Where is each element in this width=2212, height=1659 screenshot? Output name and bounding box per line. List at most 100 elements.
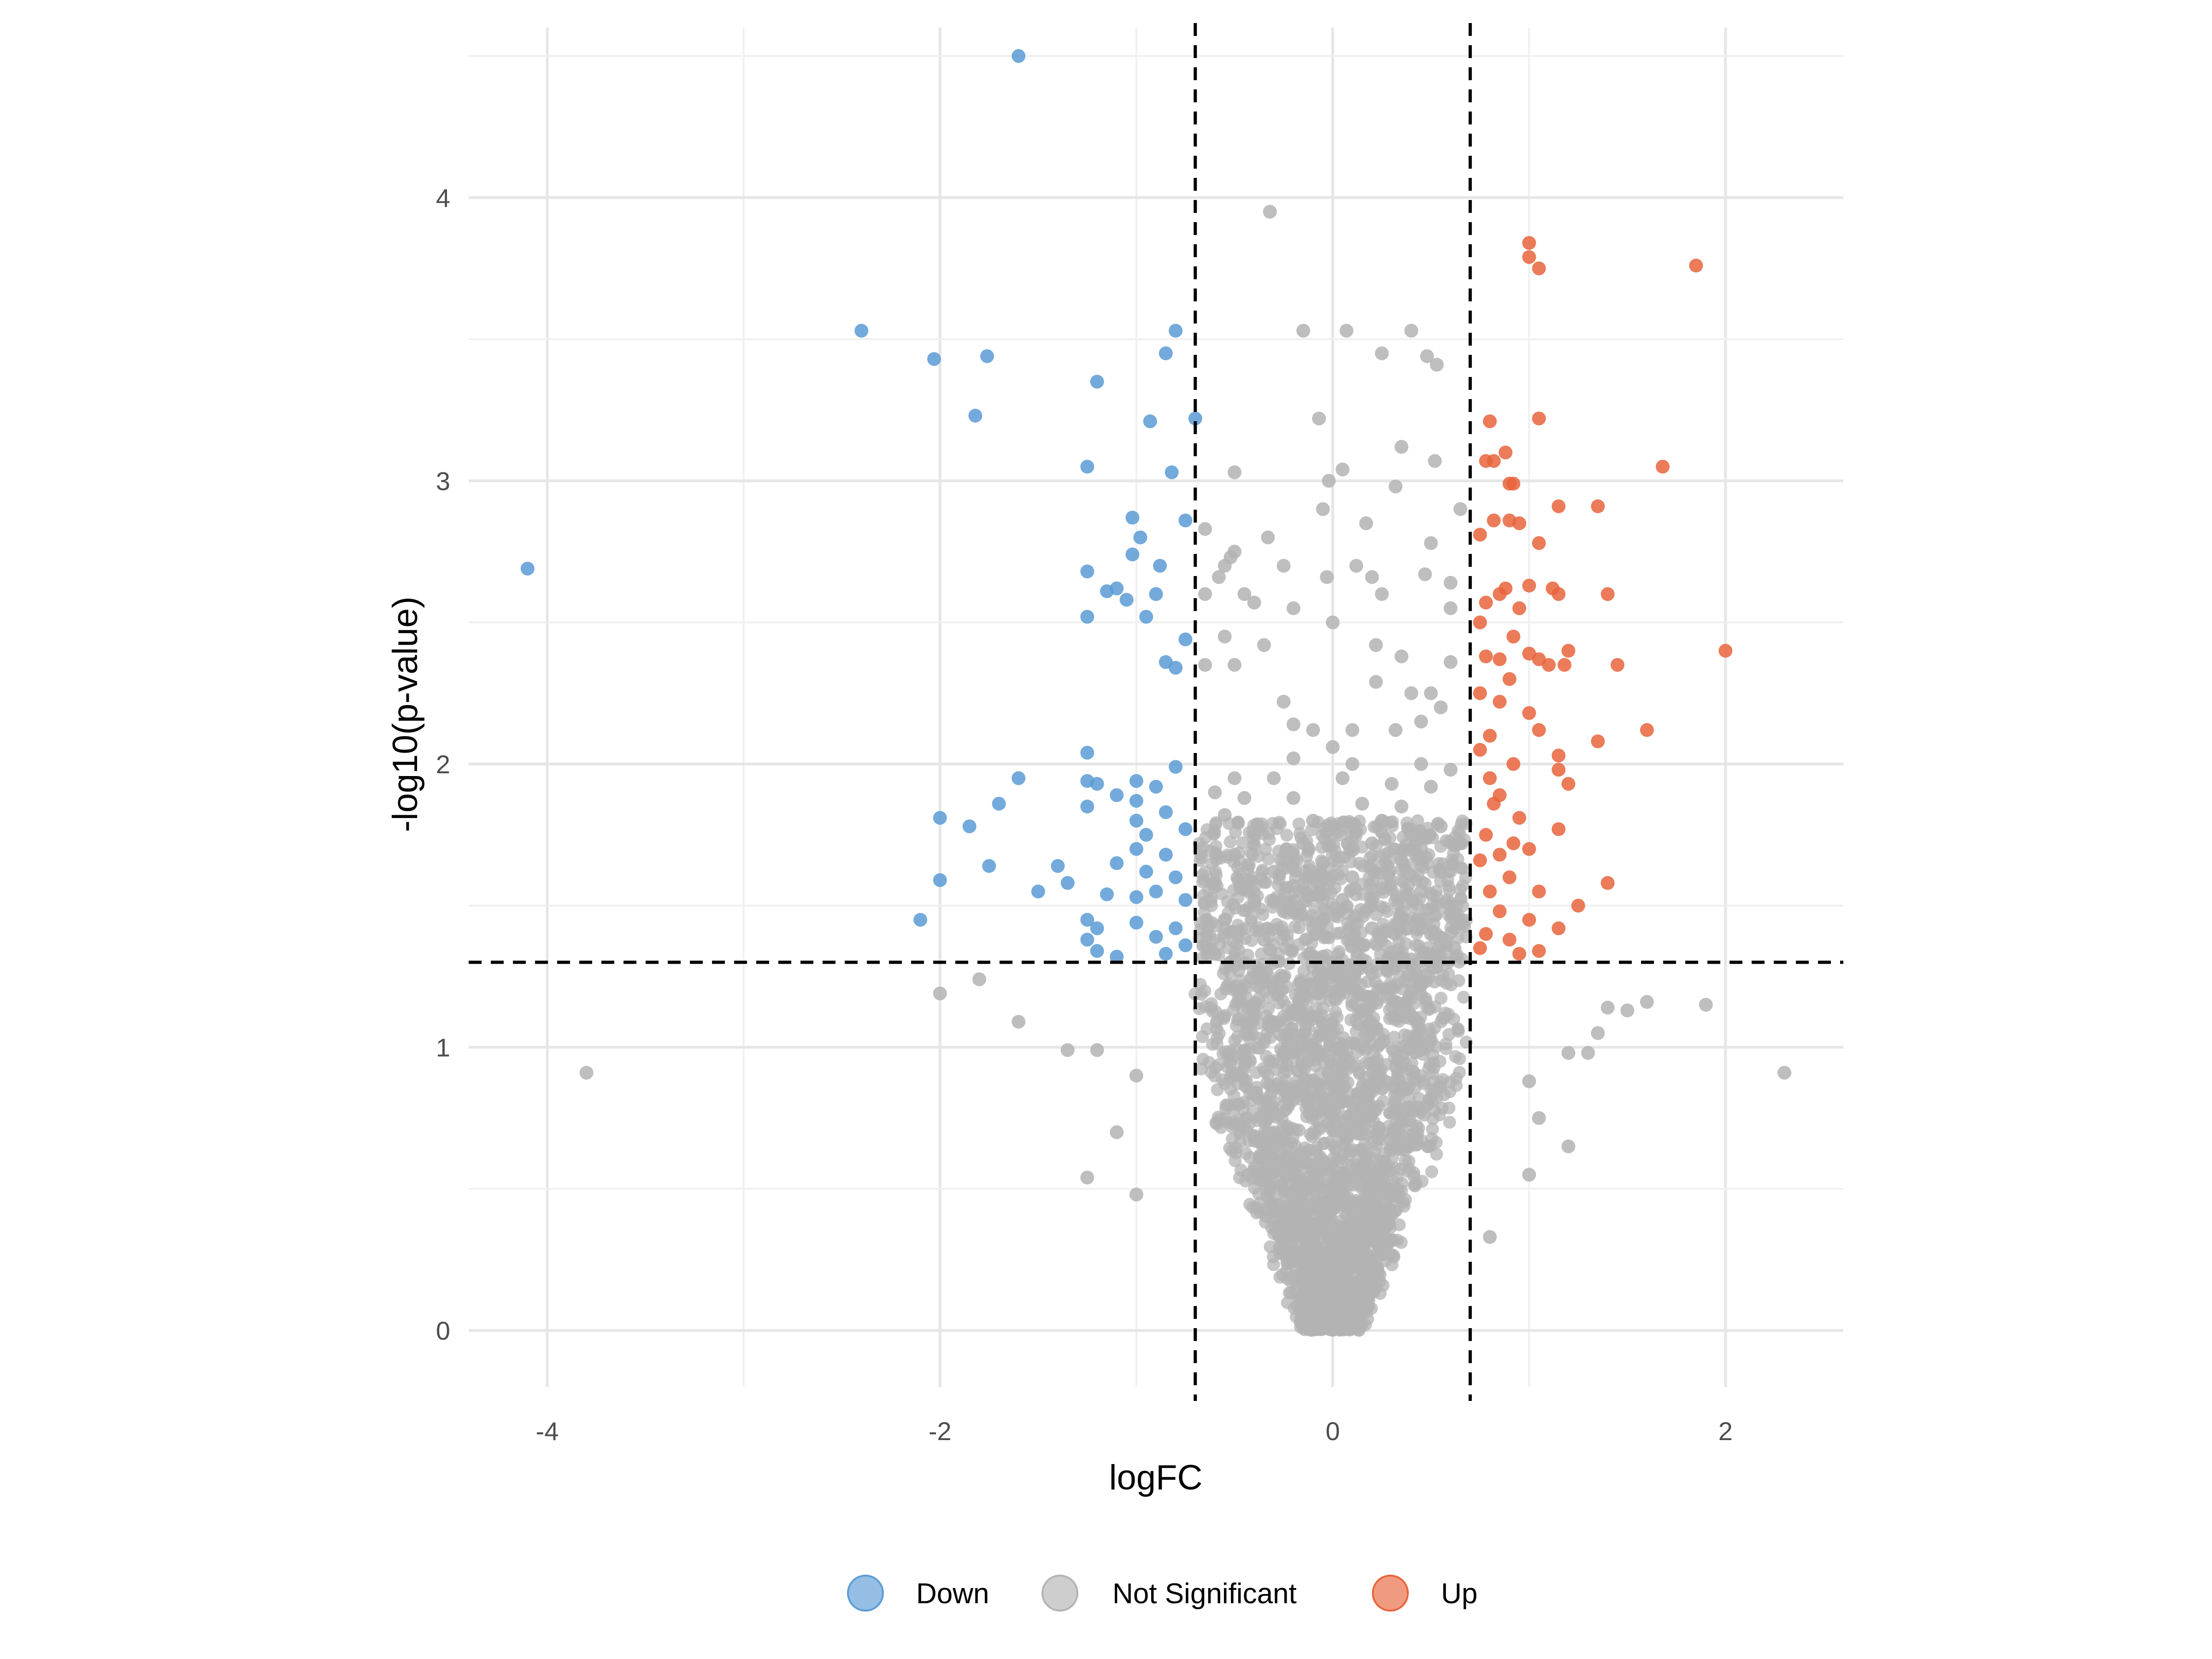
point-not-significant: [1408, 996, 1421, 1010]
point-not-significant: [1457, 991, 1470, 1004]
point-down: [1139, 828, 1153, 842]
point-not-significant: [1345, 757, 1359, 771]
point-not-significant: [1249, 924, 1262, 937]
point-up: [1512, 811, 1526, 825]
point-not-significant: [1295, 1299, 1308, 1312]
point-up: [1512, 516, 1526, 530]
point-not-significant: [1433, 936, 1446, 949]
point-up: [1640, 723, 1654, 737]
point-up: [1532, 261, 1546, 276]
point-not-significant: [1110, 1125, 1124, 1139]
point-up: [1552, 763, 1566, 777]
point-up: [1522, 236, 1536, 250]
point-not-significant: [1434, 700, 1448, 714]
point-not-significant: [1404, 324, 1418, 338]
point-not-significant: [1366, 893, 1380, 906]
point-not-significant: [1414, 757, 1428, 771]
legend-label-not-significant: Not Significant: [1112, 1578, 1297, 1610]
point-not-significant: [1129, 1188, 1143, 1202]
point-not-significant: [1209, 818, 1223, 831]
point-not-significant: [1354, 903, 1367, 916]
point-not-significant: [1295, 1055, 1309, 1069]
point-up: [1487, 796, 1501, 811]
point-not-significant: [1420, 975, 1433, 988]
point-not-significant: [1320, 920, 1334, 933]
point-not-significant: [1522, 1168, 1536, 1182]
point-not-significant: [1198, 658, 1212, 672]
point-not-significant: [1396, 876, 1410, 889]
point-not-significant: [1394, 853, 1409, 867]
point-down: [1090, 944, 1104, 958]
point-not-significant: [1230, 1068, 1243, 1081]
point-not-significant: [1384, 1247, 1398, 1261]
point-down: [1129, 813, 1143, 828]
point-not-significant: [1458, 920, 1471, 934]
point-not-significant: [1345, 870, 1359, 884]
point-not-significant: [1218, 808, 1232, 822]
point-not-significant: [1561, 1046, 1576, 1060]
point-not-significant: [1208, 947, 1222, 961]
point-not-significant: [1197, 841, 1210, 854]
point-not-significant: [1304, 1315, 1317, 1329]
point-not-significant: [1337, 1148, 1350, 1162]
point-down: [1178, 938, 1193, 953]
point-not-significant: [1343, 825, 1357, 838]
point-not-significant: [1443, 655, 1458, 669]
point-not-significant: [1240, 982, 1253, 995]
point-not-significant: [1208, 876, 1222, 890]
point-not-significant: [1277, 1079, 1291, 1093]
point-not-significant: [1196, 1030, 1209, 1043]
point-not-significant: [1320, 570, 1334, 584]
point-not-significant: [1334, 1304, 1347, 1317]
point-up: [1600, 876, 1615, 890]
point-not-significant: [1424, 686, 1438, 700]
point-not-significant: [1286, 791, 1300, 805]
point-not-significant: [1426, 1123, 1439, 1136]
point-down: [1051, 859, 1065, 873]
point-not-significant: [1324, 1209, 1337, 1222]
point-not-significant: [1336, 1221, 1350, 1234]
point-not-significant: [1224, 835, 1237, 848]
point-not-significant: [1373, 1068, 1387, 1082]
point-not-significant: [1407, 1066, 1421, 1080]
point-not-significant: [1325, 1138, 1339, 1152]
point-not-significant: [1249, 995, 1262, 1009]
point-not-significant: [1261, 530, 1275, 545]
point-not-significant: [1326, 740, 1340, 754]
point-not-significant: [1443, 601, 1458, 615]
point-not-significant: [1290, 1225, 1304, 1239]
point-not-significant: [1442, 967, 1455, 981]
point-not-significant: [1388, 479, 1403, 494]
point-not-significant: [1355, 1246, 1369, 1259]
point-down: [992, 796, 1006, 811]
point-not-significant: [1262, 853, 1275, 866]
point-not-significant: [1277, 994, 1290, 1007]
point-not-significant: [1263, 205, 1277, 219]
point-not-significant: [1369, 638, 1383, 652]
point-down: [933, 811, 947, 825]
point-down: [1060, 876, 1075, 890]
point-not-significant: [1280, 1027, 1294, 1041]
point-down: [1080, 459, 1094, 474]
point-not-significant: [1204, 1001, 1218, 1014]
point-not-significant: [1326, 869, 1340, 882]
point-not-significant: [1366, 989, 1380, 1003]
point-up: [1522, 250, 1536, 264]
point-down: [1090, 777, 1104, 791]
point-not-significant: [1386, 1233, 1400, 1247]
point-up: [1600, 587, 1615, 601]
point-not-significant: [1328, 1241, 1341, 1255]
y-tick-label: 0: [436, 1316, 450, 1345]
point-up: [1552, 587, 1566, 601]
legend-swatch-up: [1372, 1575, 1409, 1612]
point-up: [1571, 899, 1585, 913]
point-down: [1169, 870, 1183, 884]
point-up: [1506, 757, 1521, 771]
point-down: [1110, 949, 1124, 964]
point-not-significant: [1443, 576, 1458, 590]
point-not-significant: [1483, 1230, 1497, 1244]
point-not-significant: [1260, 1102, 1274, 1116]
point-not-significant: [1233, 1171, 1246, 1184]
point-not-significant: [1561, 1139, 1576, 1153]
